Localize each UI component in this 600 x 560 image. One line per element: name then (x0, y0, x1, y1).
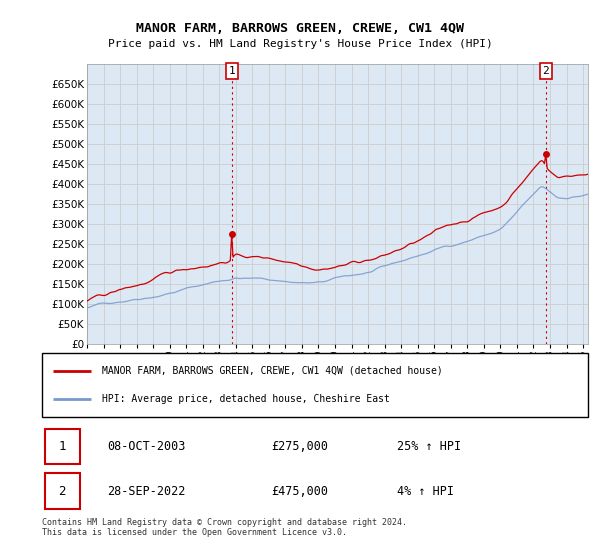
Text: 2: 2 (58, 485, 66, 498)
Text: 1: 1 (58, 440, 66, 453)
Text: Contains HM Land Registry data © Crown copyright and database right 2024.
This d: Contains HM Land Registry data © Crown c… (42, 518, 407, 538)
Text: 25% ↑ HPI: 25% ↑ HPI (397, 440, 461, 453)
Bar (45, 428, 80, 464)
Bar (45, 473, 80, 509)
Text: 4% ↑ HPI: 4% ↑ HPI (397, 485, 454, 498)
Text: 08-OCT-2003: 08-OCT-2003 (107, 440, 186, 453)
Text: MANOR FARM, BARROWS GREEN, CREWE, CW1 4QW (detached house): MANOR FARM, BARROWS GREEN, CREWE, CW1 4Q… (102, 366, 443, 376)
Text: 1: 1 (229, 66, 236, 76)
Text: Price paid vs. HM Land Registry's House Price Index (HPI): Price paid vs. HM Land Registry's House … (107, 39, 493, 49)
Text: 28-SEP-2022: 28-SEP-2022 (107, 485, 186, 498)
Text: £275,000: £275,000 (271, 440, 328, 453)
Text: £475,000: £475,000 (271, 485, 328, 498)
Text: 2: 2 (542, 66, 549, 76)
Text: MANOR FARM, BARROWS GREEN, CREWE, CW1 4QW: MANOR FARM, BARROWS GREEN, CREWE, CW1 4Q… (136, 22, 464, 35)
Text: HPI: Average price, detached house, Cheshire East: HPI: Average price, detached house, Ches… (102, 394, 390, 404)
